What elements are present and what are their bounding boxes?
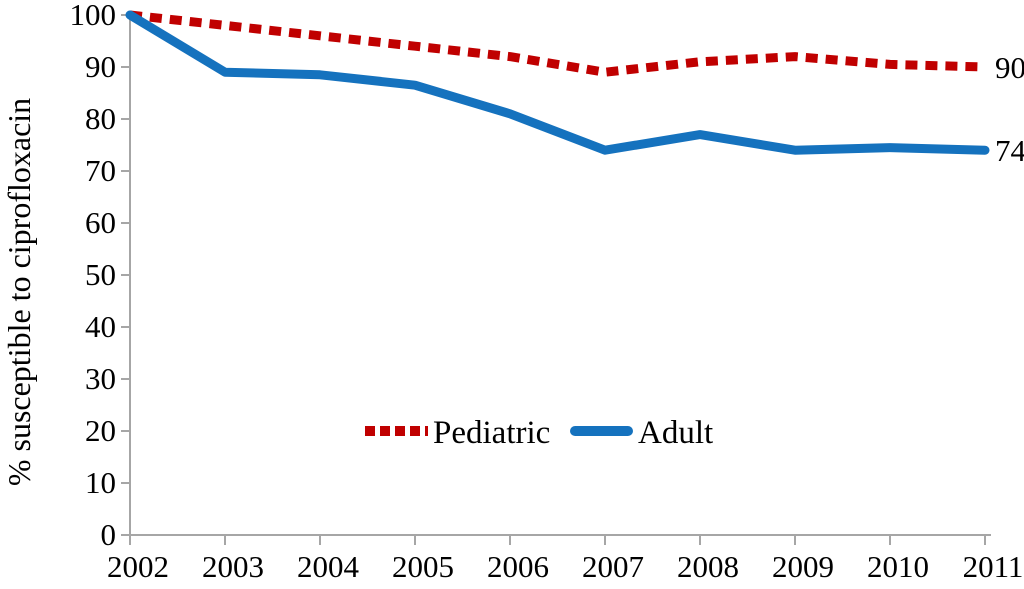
x-axis-tick-label: 2011: [963, 549, 1024, 584]
x-axis-tick-label: 2007: [582, 549, 644, 584]
y-axis-tick-label: 100: [70, 0, 117, 32]
y-axis-tick-label: 70: [85, 153, 116, 188]
legend-label-adult: Adult: [638, 415, 713, 451]
y-axis-tick-label: 50: [85, 257, 116, 292]
y-axis-tick-label: 90: [85, 49, 116, 84]
x-axis-tick-label: 2008: [677, 549, 739, 584]
y-axis-tick-label: 40: [85, 309, 116, 344]
x-axis-tick-label: 2005: [392, 549, 454, 584]
y-axis-title: % susceptible to ciprofloxacin: [1, 98, 37, 486]
x-axis-tick-label: 2006: [487, 549, 549, 584]
x-axis-tick-label: 2004: [297, 549, 360, 584]
y-axis-tick-label: 0: [101, 517, 117, 552]
axis-lines: [129, 13, 991, 536]
x-axis-tick-label: 2002: [107, 549, 169, 584]
x-axis-tick-label: 2010: [867, 549, 929, 584]
series-end-label-pediatric: 90: [995, 50, 1024, 85]
series-line-adult: [125, 10, 990, 155]
series-end-label-adult: 74: [995, 133, 1024, 168]
y-axis-tick-label: 60: [85, 205, 116, 240]
series-line-pediatric: [129, 10, 986, 77]
y-axis-tick-label: 80: [85, 101, 116, 136]
x-axis-tick-label: 2009: [772, 549, 834, 584]
y-axis-tick-label: 20: [85, 413, 116, 448]
x-axis-tick-label: 2003: [202, 549, 264, 584]
y-axis-tick-label: 10: [85, 465, 116, 500]
y-axis-tick-label: 30: [85, 361, 116, 396]
legend-label-pediatric: Pediatric: [433, 415, 550, 451]
